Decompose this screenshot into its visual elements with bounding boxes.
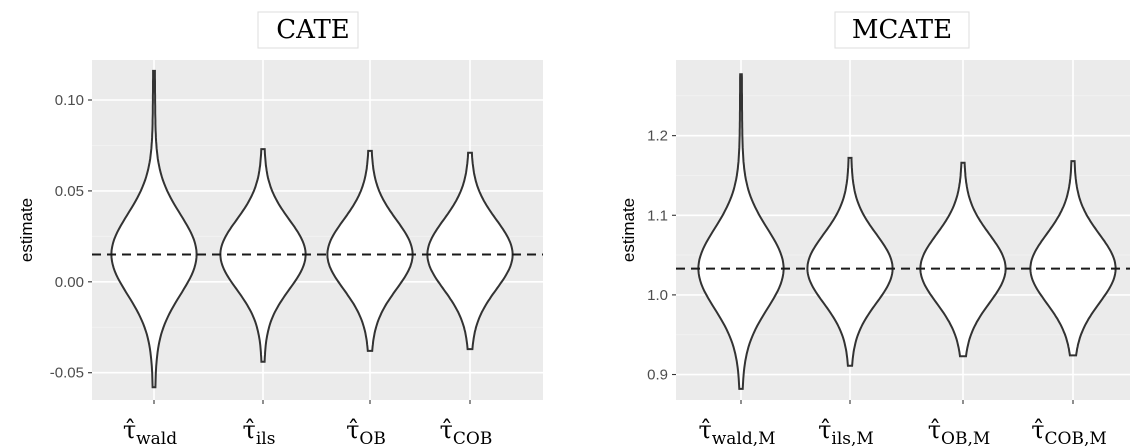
y-tick-label: 0.05 xyxy=(55,183,84,200)
y-axis-title: estimate xyxy=(17,198,36,262)
violin-3 xyxy=(1029,160,1117,357)
y-tick-label: 0.9 xyxy=(647,367,668,384)
violin-2 xyxy=(326,149,414,352)
x-category-label: τ̂COB xyxy=(440,416,493,448)
violin-2 xyxy=(919,161,1007,358)
mcate-panel: 0.9 1.0 1.1 1.2 estimate MCATE τ̂wald,M τ̂ils,M… xyxy=(619,11,1130,448)
panel-title: MCATE xyxy=(852,15,952,45)
violin-0 xyxy=(110,69,198,389)
x-category-label: τ̂COB,M xyxy=(1031,416,1107,448)
x-category-label: τ̂wald,M xyxy=(698,416,775,448)
y-tick-label: 0.00 xyxy=(55,274,84,291)
violin-1 xyxy=(806,156,894,367)
y-tick-label: 1.2 xyxy=(647,128,668,145)
cate-panel: -0.05 0.00 0.05 0.10 estimate CATE τ̂wald τ̂ils… xyxy=(17,11,543,448)
title-box xyxy=(257,11,359,49)
title-box xyxy=(834,11,970,49)
x-category-label: τ̂ils,M xyxy=(818,416,874,448)
x-category-label: τ̂OB xyxy=(346,416,386,448)
x-category-label: τ̂wald xyxy=(123,416,177,448)
y-tick-label: -0.05 xyxy=(50,365,84,382)
panel-title: CATE xyxy=(276,15,350,45)
y-tick-label: 1.1 xyxy=(647,207,668,224)
violin-0 xyxy=(697,73,785,390)
y-tick-label: 1.0 xyxy=(647,287,668,304)
violin-3 xyxy=(426,151,514,351)
x-category-label: τ̂ils xyxy=(243,416,276,448)
y-tick-label: 0.10 xyxy=(55,92,84,109)
x-category-label: τ̂OB,M xyxy=(928,416,991,448)
y-axis-title: estimate xyxy=(619,198,638,262)
